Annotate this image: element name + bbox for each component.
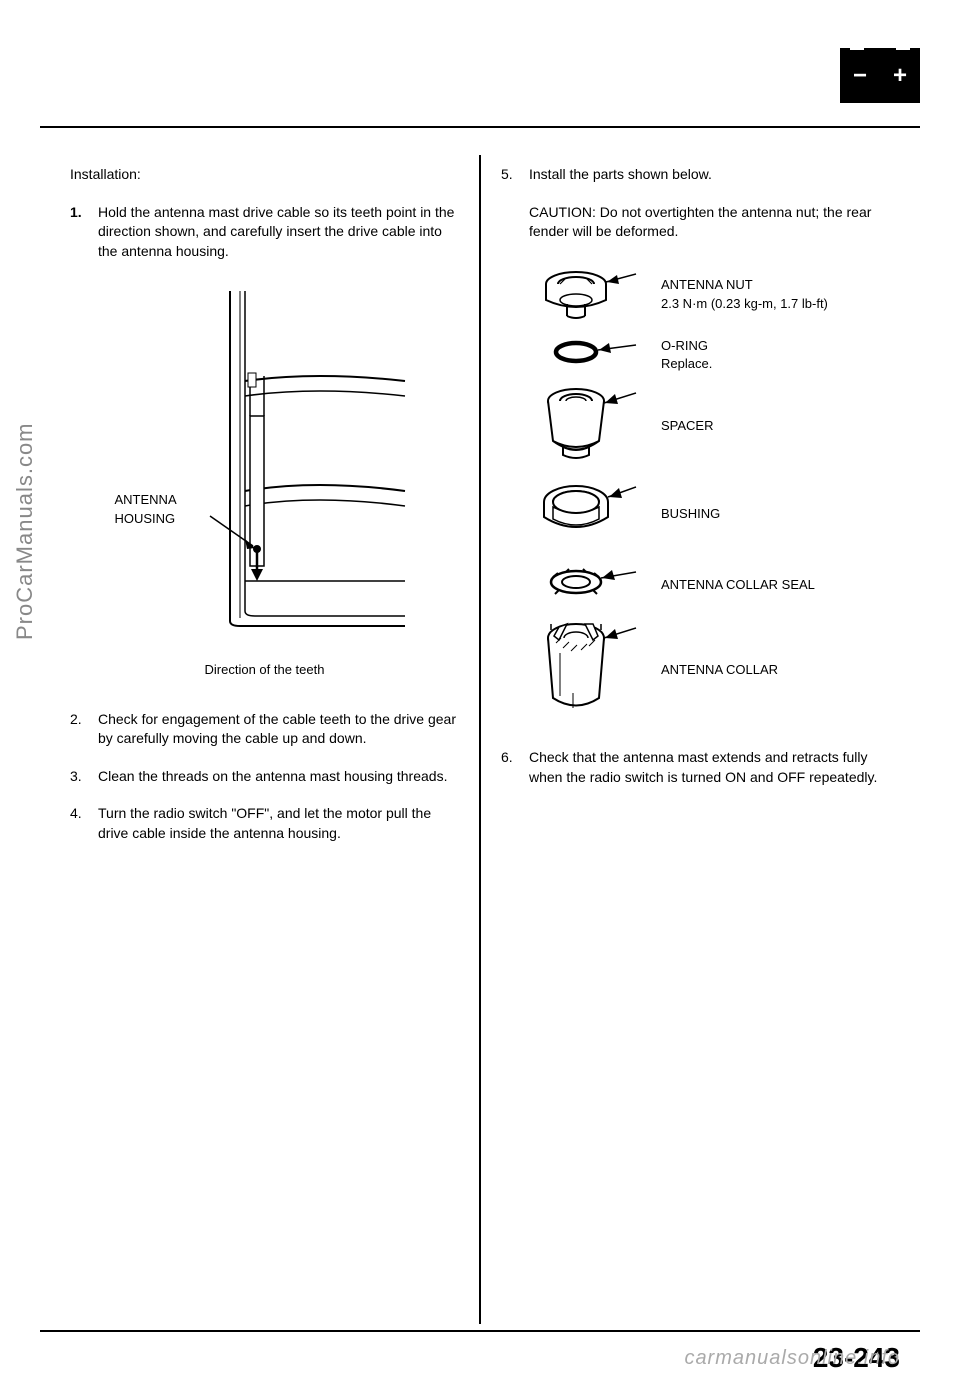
step-number: 2. [70,710,98,749]
part-label: ANTENNA COLLAR SEAL [641,576,815,594]
left-steps-list-cont: 2. Check for engagement of the cable tee… [70,710,459,844]
right-steps-list-cont: 6. Check that the antenna mast extends a… [501,748,890,787]
label-text: ANTENNA COLLAR SEAL [661,577,815,592]
part-spacer: SPACER [531,383,890,469]
part-label: ANTENNA COLLAR [641,661,778,679]
label-text: SPACER [661,418,714,433]
label-text: BUSHING [661,506,720,521]
label-text: O-RING [661,338,708,353]
content-area: Installation: 1. Hold the antenna mast d… [50,155,910,1324]
left-steps-list: 1. Hold the antenna mast drive cable so … [70,203,459,262]
part-label: ANTENNA NUT 2.3 N·m (0.23 kg-m, 1.7 lb-f… [641,276,828,312]
label-sub: Replace. [661,356,712,371]
antenna-housing-diagram: ANTENNA HOUSING [115,281,415,631]
horizontal-rule-bottom [40,1330,920,1332]
step-3: 3. Clean the threads on the antenna mast… [70,767,459,787]
right-column: 5. Install the parts shown below. CAUTIO… [481,155,910,1324]
label-sub: 2.3 N·m (0.23 kg-m, 1.7 lb-ft) [661,296,828,311]
step-text: Check that the antenna mast extends and … [529,748,890,787]
step-number: 6. [501,748,529,787]
step-number: 4. [70,804,98,843]
horizontal-rule-top [40,126,920,128]
side-watermark: ProCarManuals.com [12,422,38,640]
step-text: Turn the radio switch "OFF", and let the… [98,804,459,843]
bottom-watermark: carmanualsonline.info [684,1347,900,1370]
step-text: Install the parts shown below. [529,165,890,185]
parts-exploded-diagram: ANTENNA NUT 2.3 N·m (0.23 kg-m, 1.7 lb-f… [531,262,890,724]
step-5: 5. Install the parts shown below. [501,165,890,185]
part-collar-seal: ANTENNA COLLAR SEAL [531,560,890,610]
minus-sign: − [853,62,867,90]
caution-text: CAUTION: Do not overtighten the antenna … [529,203,890,242]
part-label: BUSHING [641,505,720,523]
battery-terminal-right [896,40,910,50]
step-text: Clean the threads on the antenna mast ho… [98,767,459,787]
step-text: Hold the antenna mast drive cable so its… [98,203,459,262]
label-text: ANTENNA NUT [661,277,753,292]
left-column: Installation: 1. Hold the antenna mast d… [50,155,481,1324]
step-number: 1. [70,203,98,262]
step-1: 1. Hold the antenna mast drive cable so … [70,203,459,262]
plus-sign: + [893,62,907,90]
antenna-housing-label: ANTENNA HOUSING [115,491,177,527]
step-2: 2. Check for engagement of the cable tee… [70,710,459,749]
battery-terminal-left [850,40,864,50]
step-number: 5. [501,165,529,185]
part-o-ring: O-RING Replace. [531,335,890,375]
step-4: 4. Turn the radio switch "OFF", and let … [70,804,459,843]
installation-title: Installation: [70,165,459,185]
part-antenna-collar: ANTENNA COLLAR [531,618,890,724]
step-number: 3. [70,767,98,787]
part-label: SPACER [641,417,714,435]
step-text: Check for engagement of the cable teeth … [98,710,459,749]
battery-icon: − + [840,48,920,103]
housing-svg [115,281,415,631]
diagram-caption: Direction of the teeth [70,661,459,679]
step-6: 6. Check that the antenna mast extends a… [501,748,890,787]
part-bushing: BUSHING [531,477,890,553]
part-antenna-nut: ANTENNA NUT 2.3 N·m (0.23 kg-m, 1.7 lb-f… [531,262,890,328]
part-label: O-RING Replace. [641,337,712,373]
right-steps-list: 5. Install the parts shown below. [501,165,890,185]
label-text: ANTENNA COLLAR [661,662,778,677]
